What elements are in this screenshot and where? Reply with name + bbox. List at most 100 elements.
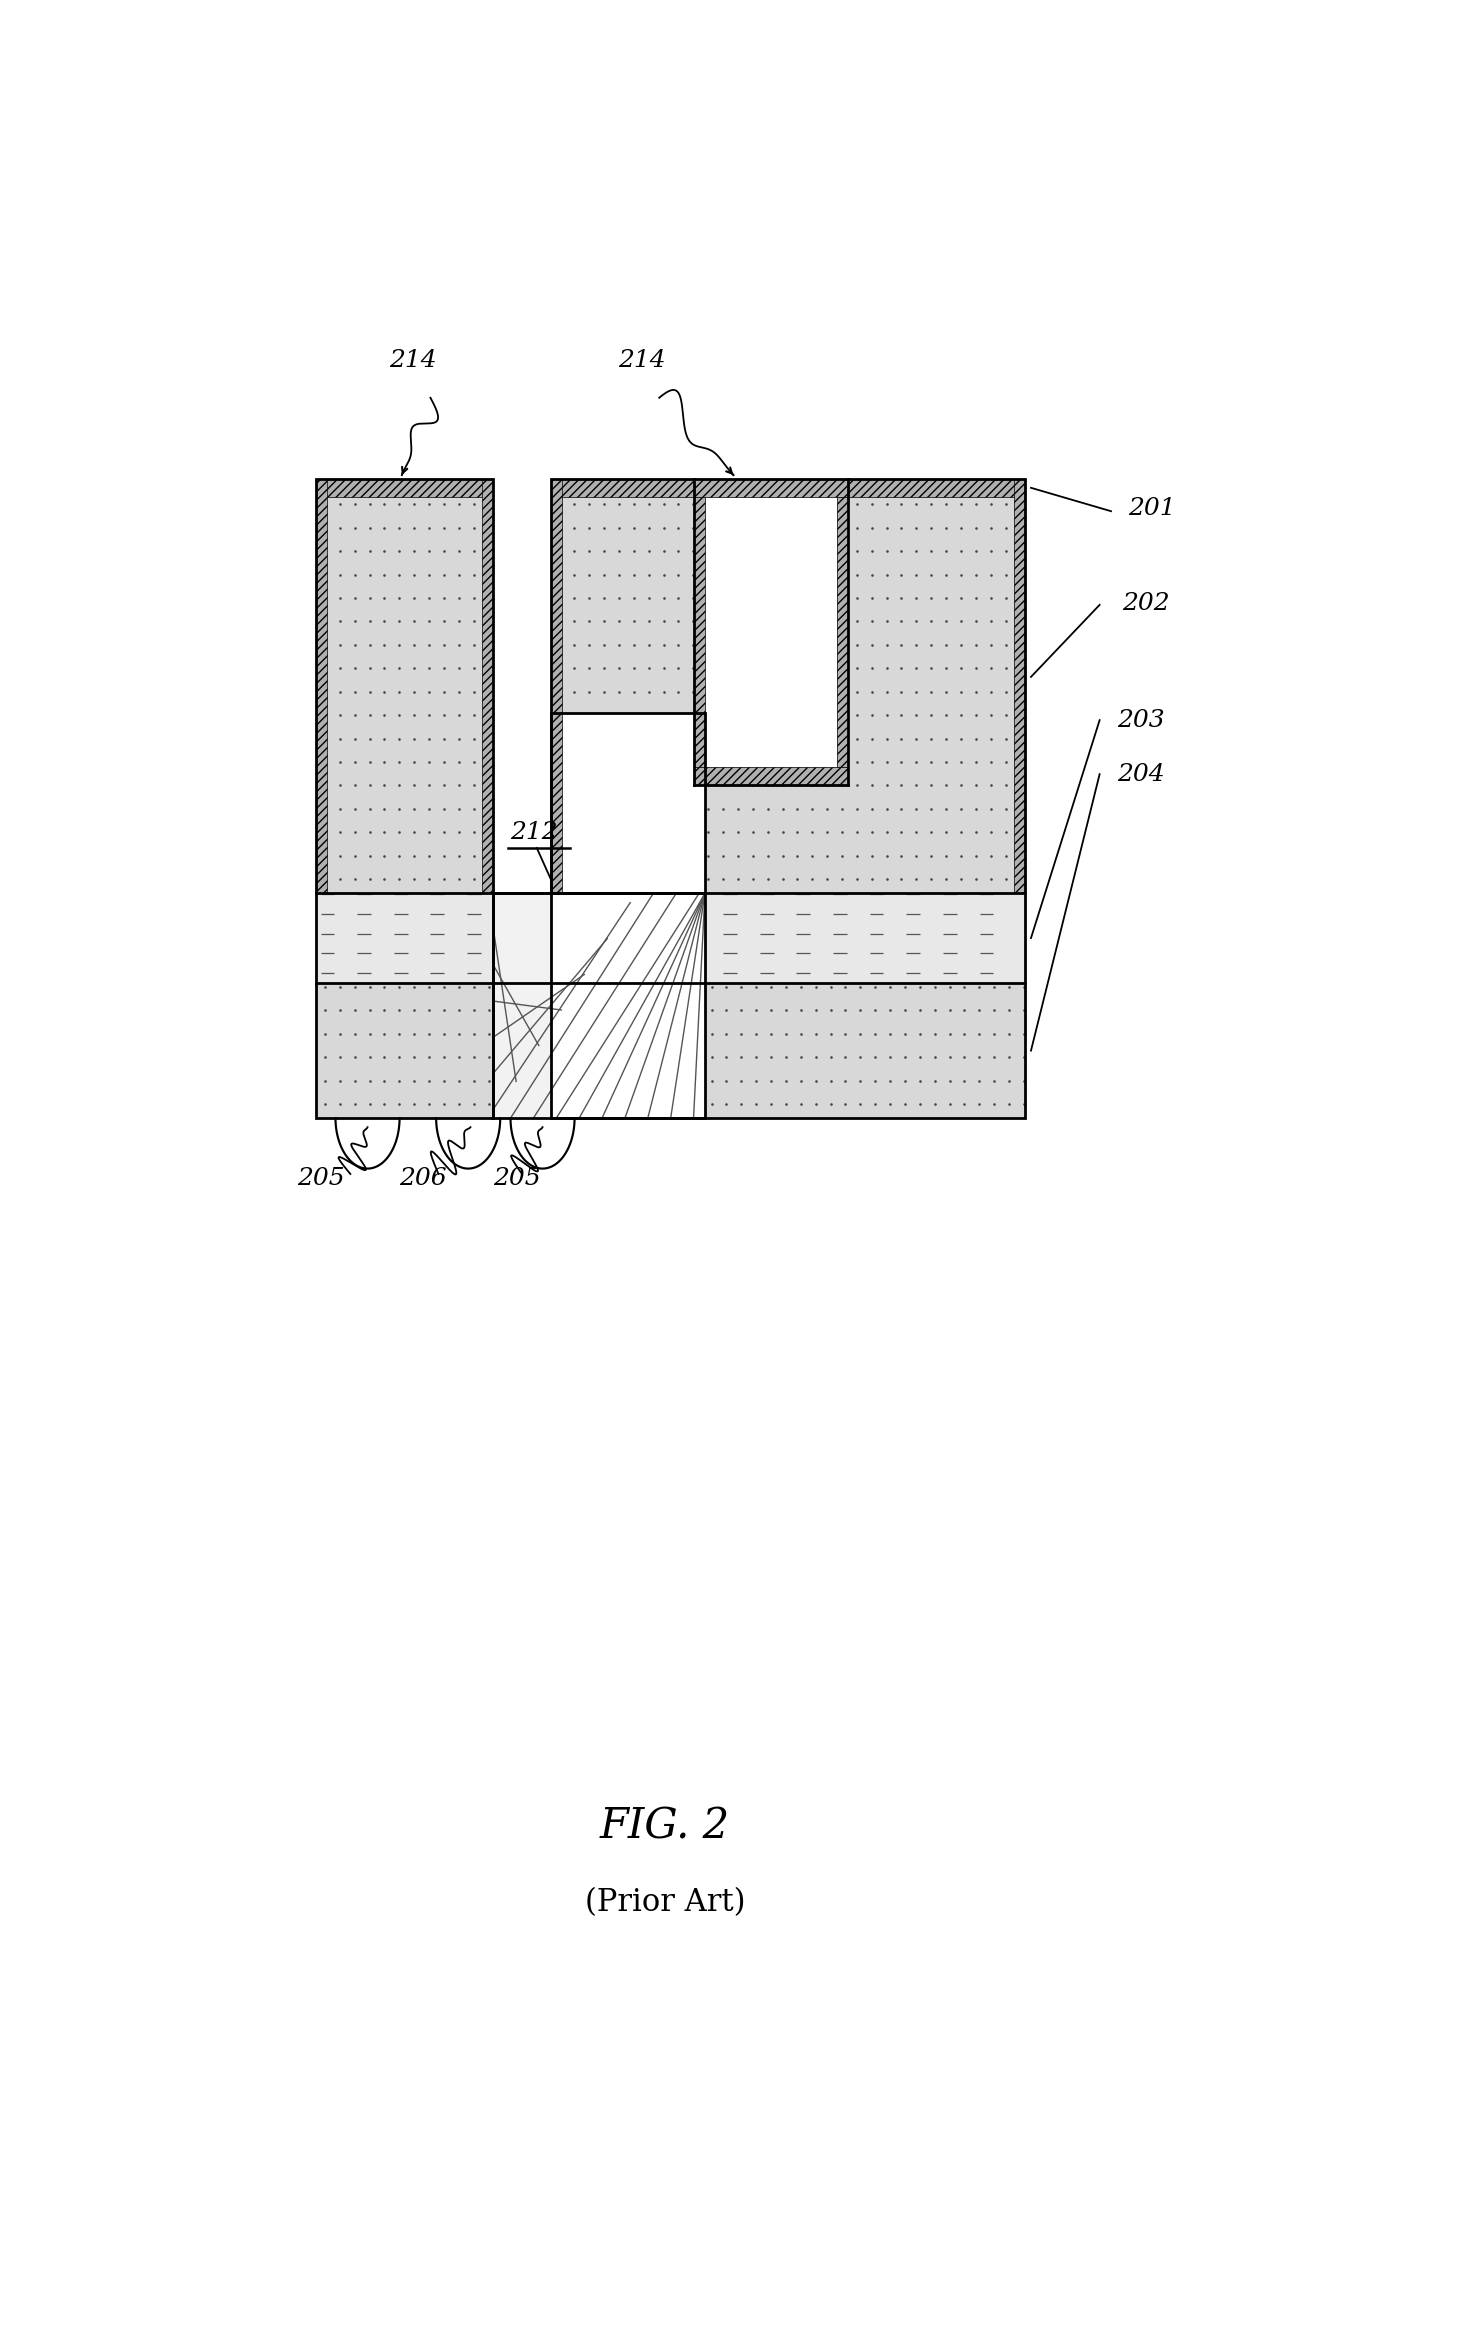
Point (770, 861, 794, 898)
Point (577, 814, 601, 851)
Point (313, 1085, 337, 1123)
Point (577, 510, 601, 547)
Point (313, 557, 337, 594)
Point (626, 1039, 649, 1076)
Point (313, 837, 337, 875)
Point (729, 1062, 753, 1099)
Point (477, 1062, 500, 1099)
Point (726, 697, 750, 734)
Point (477, 627, 500, 664)
Point (403, 814, 427, 851)
Point (403, 674, 427, 711)
Point (993, 814, 1017, 851)
Point (313, 1039, 337, 1076)
Point (342, 837, 366, 875)
Point (979, 533, 1002, 571)
Point (328, 767, 351, 805)
Point (875, 557, 899, 594)
Point (711, 510, 735, 547)
Point (846, 837, 869, 875)
Point (908, 1039, 931, 1076)
Point (819, 1085, 843, 1123)
Point (934, 627, 958, 664)
Point (372, 533, 396, 571)
Point (714, 1015, 738, 1053)
Point (846, 603, 869, 641)
Point (830, 603, 853, 641)
Point (577, 861, 601, 898)
Point (890, 791, 914, 828)
Point (418, 1015, 441, 1053)
Point (815, 791, 838, 828)
Point (979, 744, 1002, 781)
Point (726, 720, 750, 758)
Point (729, 968, 753, 1006)
Point (861, 580, 884, 617)
Point (611, 968, 635, 1006)
Point (773, 992, 797, 1029)
Point (477, 1085, 500, 1123)
Point (697, 580, 720, 617)
Point (922, 1039, 946, 1076)
Point (697, 791, 720, 828)
Point (934, 487, 958, 524)
Point (830, 697, 853, 734)
Point (964, 603, 987, 641)
Point (759, 968, 782, 1006)
Point (785, 791, 809, 828)
Point (418, 674, 441, 711)
Point (652, 580, 676, 617)
Point (432, 791, 456, 828)
Point (861, 720, 884, 758)
Point (952, 1085, 976, 1123)
Point (815, 627, 838, 664)
Point (607, 627, 630, 664)
Point (652, 767, 676, 805)
Bar (694, 496, 706, 767)
Point (905, 697, 928, 734)
Point (313, 791, 337, 828)
Point (328, 992, 351, 1029)
Point (548, 720, 571, 758)
Point (685, 1015, 708, 1053)
Point (492, 1039, 515, 1076)
Point (388, 861, 412, 898)
Point (979, 767, 1002, 805)
Point (993, 627, 1017, 664)
Point (729, 992, 753, 1029)
Point (551, 1015, 574, 1053)
Point (342, 674, 366, 711)
Point (357, 487, 381, 524)
Point (800, 861, 824, 898)
Point (462, 627, 486, 664)
Point (861, 861, 884, 898)
Point (372, 487, 396, 524)
Point (548, 627, 571, 664)
Point (770, 557, 794, 594)
Point (726, 580, 750, 617)
Point (934, 791, 958, 828)
Point (790, 992, 813, 1029)
Point (937, 1085, 961, 1123)
Point (920, 767, 943, 805)
Point (521, 968, 545, 1006)
Point (773, 1085, 797, 1123)
Point (711, 767, 735, 805)
Point (726, 627, 750, 664)
Point (846, 720, 869, 758)
Point (993, 533, 1017, 571)
Point (372, 650, 396, 688)
Point (607, 767, 630, 805)
Point (403, 992, 427, 1029)
Point (770, 744, 794, 781)
Point (819, 992, 843, 1029)
Point (922, 1085, 946, 1123)
Point (830, 720, 853, 758)
Point (920, 837, 943, 875)
Point (652, 814, 676, 851)
Point (342, 767, 366, 805)
Point (949, 650, 973, 688)
Point (819, 968, 843, 1006)
Point (577, 650, 601, 688)
Bar (493, 496, 551, 893)
